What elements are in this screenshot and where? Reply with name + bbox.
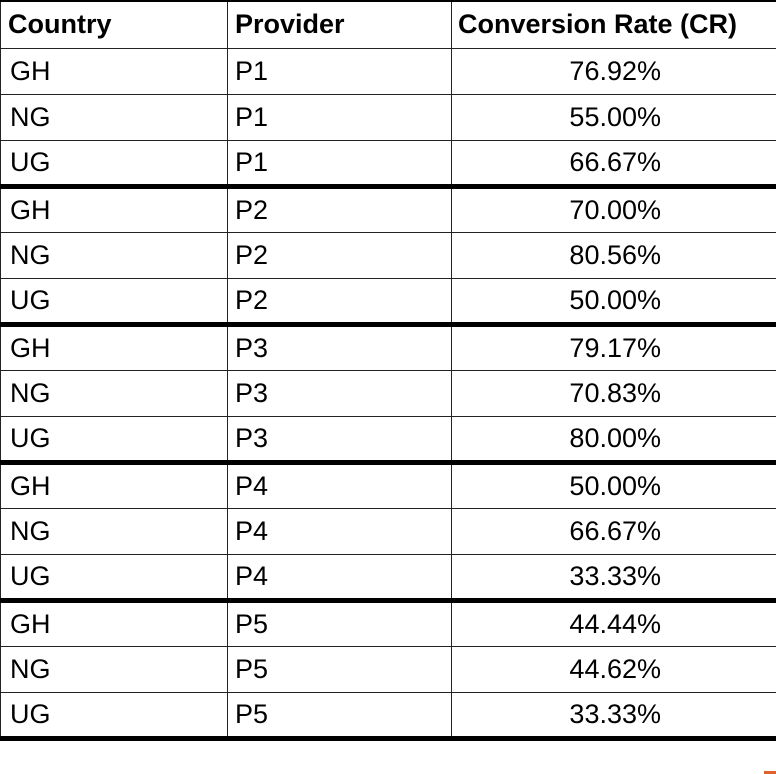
conversion-rate-cell[interactable]: 79.17%: [451, 323, 776, 371]
conversion-rate-cell[interactable]: 76.92%: [451, 47, 776, 95]
header-provider[interactable]: Provider: [227, 0, 452, 49]
conversion-rate-table: Country Provider Conversion Rate (CR) GH…: [0, 0, 776, 741]
table-row: GH P5 44.44%: [0, 599, 776, 647]
header-country[interactable]: Country: [0, 0, 228, 49]
provider-cell[interactable]: P3: [227, 415, 452, 465]
country-cell[interactable]: UG: [0, 277, 228, 327]
provider-cell[interactable]: P2: [227, 231, 452, 279]
conversion-rate-cell[interactable]: 80.00%: [451, 415, 776, 465]
provider-cell[interactable]: P1: [227, 139, 452, 189]
country-cell[interactable]: GH: [0, 47, 228, 95]
country-cell[interactable]: GH: [0, 461, 228, 509]
provider-cell[interactable]: P4: [227, 553, 452, 603]
provider-cell[interactable]: P3: [227, 323, 452, 371]
table-row: GH P2 70.00%: [0, 185, 776, 233]
provider-cell[interactable]: P1: [227, 93, 452, 141]
provider-cell[interactable]: P4: [227, 507, 452, 555]
conversion-rate-cell[interactable]: 33.33%: [451, 691, 776, 741]
provider-cell[interactable]: P5: [227, 599, 452, 647]
conversion-rate-cell[interactable]: 44.44%: [451, 599, 776, 647]
country-cell[interactable]: NG: [0, 369, 228, 417]
country-cell[interactable]: NG: [0, 231, 228, 279]
country-cell[interactable]: UG: [0, 553, 228, 603]
conversion-rate-cell[interactable]: 70.00%: [451, 185, 776, 233]
table-row: GH P1 76.92%: [0, 47, 776, 95]
country-cell[interactable]: GH: [0, 323, 228, 371]
conversion-rate-cell[interactable]: 50.00%: [451, 277, 776, 327]
country-cell[interactable]: UG: [0, 691, 228, 741]
table-body: GH P1 76.92% NG P1 55.00% UG P1 66.67% GH P2 70.00%…: [0, 47, 776, 741]
country-cell[interactable]: GH: [0, 185, 228, 233]
provider-cell[interactable]: P5: [227, 691, 452, 741]
conversion-rate-cell[interactable]: 70.83%: [451, 369, 776, 417]
provider-cell[interactable]: P2: [227, 185, 452, 233]
table-row: UG P5 33.33%: [0, 691, 776, 741]
table-row: GH P4 50.00%: [0, 461, 776, 509]
table-row: NG P4 66.67%: [0, 507, 776, 555]
provider-cell[interactable]: P3: [227, 369, 452, 417]
conversion-rate-cell[interactable]: 55.00%: [451, 93, 776, 141]
country-cell[interactable]: GH: [0, 599, 228, 647]
conversion-rate-cell[interactable]: 80.56%: [451, 231, 776, 279]
country-cell[interactable]: NG: [0, 645, 228, 693]
table-row: NG P1 55.00%: [0, 93, 776, 141]
header-conversion-rate[interactable]: Conversion Rate (CR): [451, 0, 776, 49]
table-row: NG P2 80.56%: [0, 231, 776, 279]
provider-cell[interactable]: P1: [227, 47, 452, 95]
conversion-rate-cell[interactable]: 66.67%: [451, 139, 776, 189]
provider-cell[interactable]: P4: [227, 461, 452, 509]
provider-cell[interactable]: P2: [227, 277, 452, 327]
country-cell[interactable]: UG: [0, 139, 228, 189]
country-cell[interactable]: NG: [0, 93, 228, 141]
table-row: NG P5 44.62%: [0, 645, 776, 693]
country-cell[interactable]: NG: [0, 507, 228, 555]
table-row: UG P3 80.00%: [0, 415, 776, 465]
country-cell[interactable]: UG: [0, 415, 228, 465]
table-row: UG P4 33.33%: [0, 553, 776, 603]
header-row: Country Provider Conversion Rate (CR): [0, 0, 776, 49]
provider-cell[interactable]: P5: [227, 645, 452, 693]
conversion-rate-cell[interactable]: 50.00%: [451, 461, 776, 509]
conversion-rate-cell[interactable]: 33.33%: [451, 553, 776, 603]
table-row: UG P2 50.00%: [0, 277, 776, 327]
table-row: GH P3 79.17%: [0, 323, 776, 371]
table-row: NG P3 70.83%: [0, 369, 776, 417]
conversion-rate-cell[interactable]: 44.62%: [451, 645, 776, 693]
table-row: UG P1 66.67%: [0, 139, 776, 189]
conversion-rate-cell[interactable]: 66.67%: [451, 507, 776, 555]
corner-accent-mark: [764, 771, 776, 774]
